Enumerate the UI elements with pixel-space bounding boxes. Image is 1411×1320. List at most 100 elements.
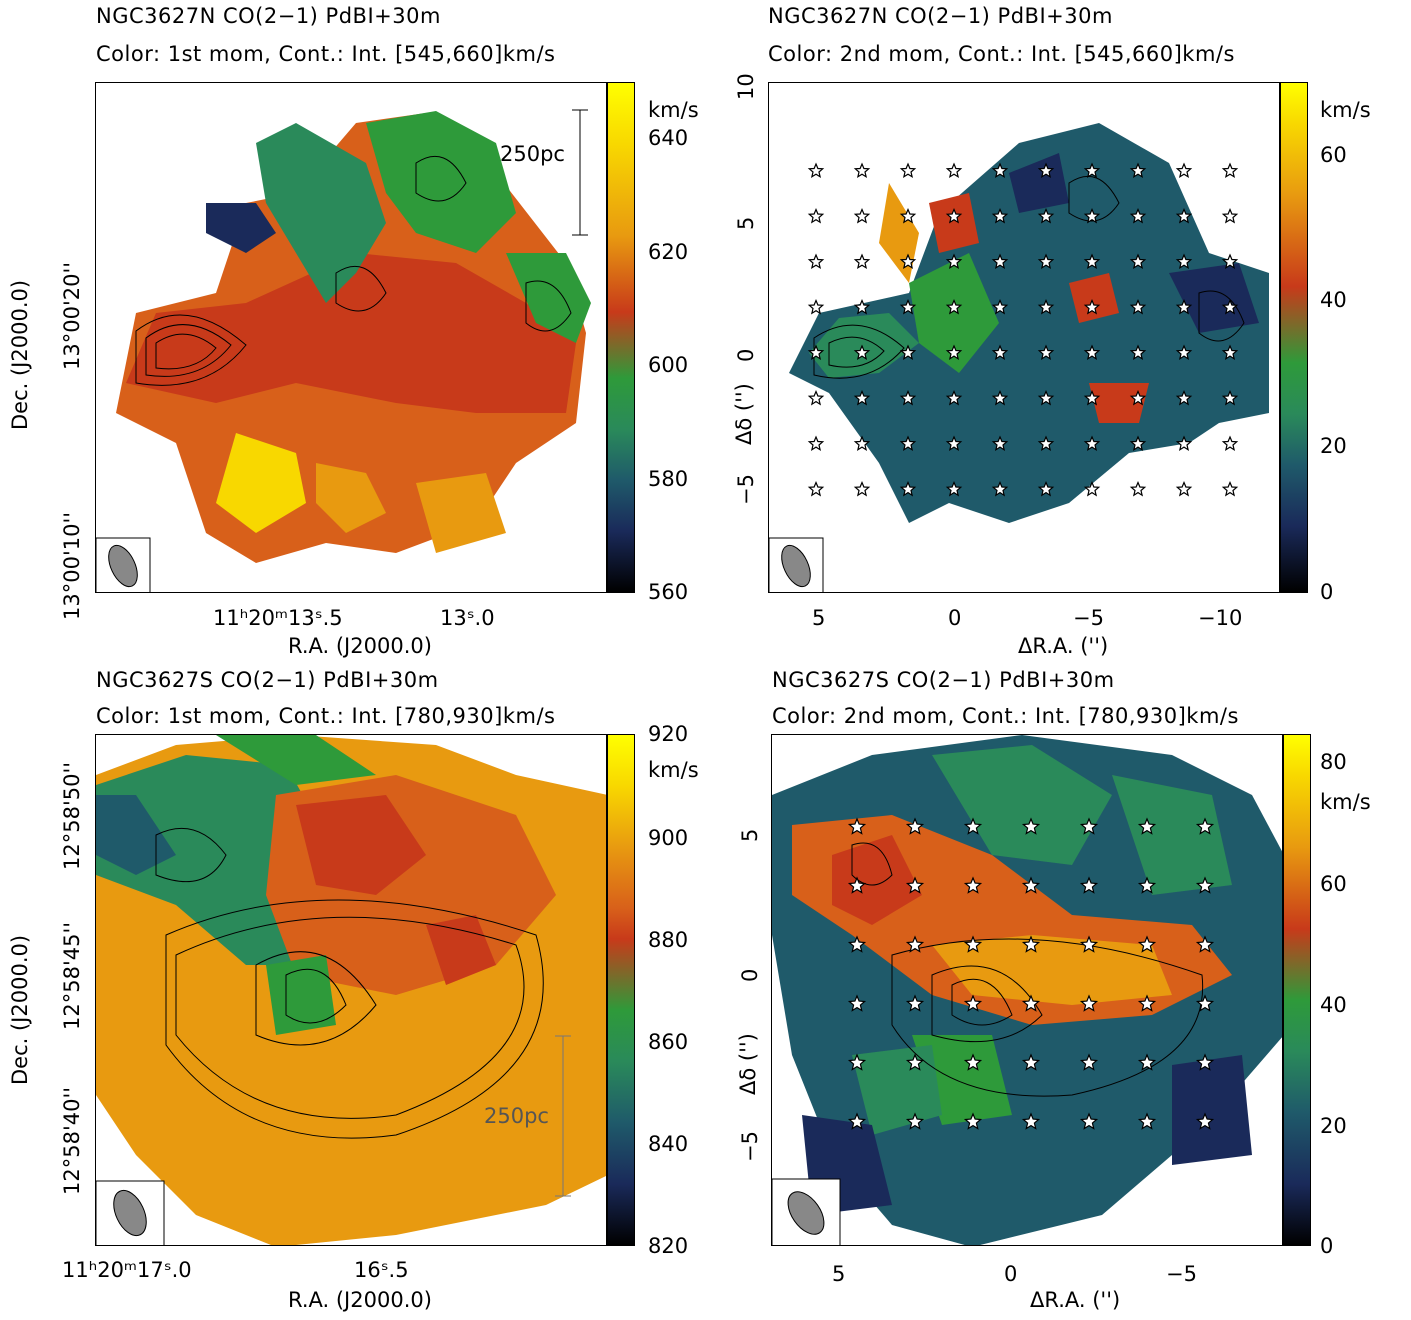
sampling-star [945, 207, 963, 224]
colorbar-tick: 60 [1320, 143, 1347, 167]
sampling-star [945, 480, 963, 497]
panel-subtitle: Color: 1st mom, Cont.: Int. [780,930]km/… [96, 704, 556, 728]
scale-bar-label: 250pc [484, 1104, 549, 1128]
sampling-star [945, 435, 963, 451]
sampling-star [1195, 1053, 1215, 1071]
sampling-star [847, 935, 867, 953]
sampling-star [963, 935, 983, 953]
sampling-star [1037, 162, 1055, 178]
sampling-star [1083, 389, 1101, 406]
sampling-star [1021, 935, 1041, 953]
y-tick: 0 [738, 968, 762, 982]
sampling-star [963, 994, 983, 1012]
sampling-star [899, 435, 917, 451]
colorbar-unit: km/s [648, 98, 699, 122]
x-tick: 5 [832, 1262, 846, 1286]
sampling-star [1221, 298, 1239, 315]
sampling-star [1129, 480, 1147, 497]
sampling-star [899, 253, 917, 269]
sampling-star [1129, 435, 1147, 451]
x-axis-label: R.A. (J2000.0) [288, 1288, 432, 1312]
sampling-star [847, 994, 867, 1012]
colorbar-unit: km/s [1320, 790, 1371, 814]
sampling-star [1037, 480, 1055, 497]
colorbar-tick: 580 [648, 467, 689, 491]
colorbar-tick: 820 [648, 1234, 689, 1258]
sampling-star [853, 162, 871, 178]
colorbar-tick: 900 [648, 826, 689, 850]
sampling-stars [807, 162, 1239, 497]
y-tick: 12°58'40'' [60, 1087, 84, 1195]
sampling-star [1129, 253, 1147, 269]
sampling-star [1037, 253, 1055, 269]
sampling-star [853, 344, 871, 360]
y-axis-label: Dec. (J2000.0) [8, 279, 32, 430]
sampling-star [945, 162, 963, 178]
moment-map [95, 82, 607, 593]
sampling-star [807, 344, 825, 360]
colorbar-tick: 860 [648, 1030, 689, 1054]
sampling-star [1175, 344, 1193, 360]
colorbar-tick: 560 [648, 580, 689, 604]
colorbar-unit: km/s [648, 758, 699, 782]
sampling-star [1221, 162, 1239, 178]
sampling-star [991, 435, 1009, 451]
sampling-star [1037, 389, 1055, 406]
sampling-star [945, 389, 963, 406]
sampling-star [1037, 207, 1055, 224]
y-axis-label: Δδ ('') [736, 1033, 760, 1095]
sampling-star [1129, 162, 1147, 178]
scale-bar-label: 250pc [500, 142, 565, 166]
sampling-star [1175, 435, 1193, 451]
sampling-star [1129, 298, 1147, 315]
x-tick: −5 [1166, 1262, 1197, 1286]
sampling-star [1129, 344, 1147, 360]
map-image [96, 83, 606, 592]
sampling-star [1195, 876, 1215, 894]
sampling-star [1175, 207, 1193, 224]
colorbar-unit: km/s [1320, 98, 1371, 122]
sampling-star [853, 435, 871, 451]
sampling-star [899, 389, 917, 406]
scale-bar [555, 1035, 571, 1197]
colorbar-tick: 60 [1320, 872, 1347, 896]
colorbar-tick: 880 [648, 928, 689, 952]
sampling-star [1129, 389, 1147, 406]
y-tick: 5 [738, 828, 762, 842]
sampling-star [899, 207, 917, 224]
sampling-star [1129, 207, 1147, 224]
sampling-star [899, 480, 917, 497]
panel-title: NGC3627S CO(2−1) PdBI+30m [96, 668, 439, 692]
x-tick: −10 [1198, 606, 1243, 630]
sampling-star [905, 935, 925, 953]
sampling-star [991, 344, 1009, 360]
sampling-star [807, 389, 825, 406]
colorbar-tick: 620 [648, 240, 689, 264]
colorbar [607, 734, 635, 1246]
sampling-star [853, 389, 871, 406]
sampling-star [1037, 344, 1055, 360]
sampling-star [963, 817, 983, 835]
x-tick: 16ˢ.5 [354, 1258, 409, 1282]
x-tick: 11ʰ20ᵐ17ˢ.0 [62, 1258, 192, 1282]
y-axis-label: Dec. (J2000.0) [8, 934, 32, 1085]
sampling-star [1175, 162, 1193, 178]
panel-title: NGC3627N CO(2−1) PdBI+30m [96, 4, 441, 28]
sampling-star [847, 1112, 867, 1130]
sampling-star [1175, 480, 1193, 497]
sampling-star [991, 162, 1009, 178]
sampling-star [807, 435, 825, 451]
x-tick: −5 [1073, 606, 1104, 630]
colorbar-tick: 80 [1320, 750, 1347, 774]
sampling-star [1079, 935, 1099, 953]
map-image [769, 83, 1279, 592]
y-tick: 12°58'50'' [60, 762, 84, 870]
sampling-star [1079, 876, 1099, 894]
sampling-star [1021, 817, 1041, 835]
sampling-star [905, 876, 925, 894]
y-tick: −5 [734, 474, 758, 505]
sampling-star [991, 480, 1009, 497]
panel-title: NGC3627S CO(2−1) PdBI+30m [772, 668, 1115, 692]
sampling-star [1079, 817, 1099, 835]
x-axis-label: ΔR.A. ('') [1030, 1288, 1121, 1312]
